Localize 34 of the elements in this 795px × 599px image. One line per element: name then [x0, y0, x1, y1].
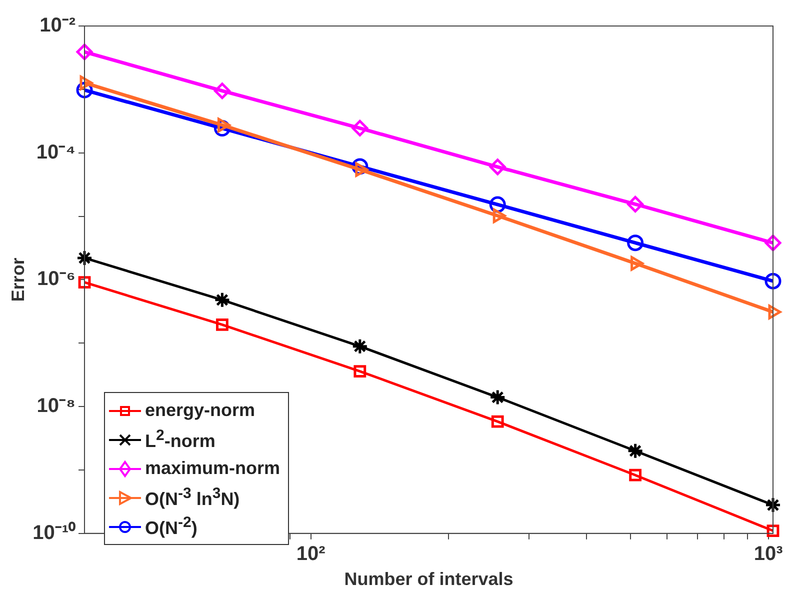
point	[214, 292, 230, 308]
y-axis-title: Error	[8, 258, 28, 302]
point	[766, 524, 780, 537]
point	[627, 442, 644, 460]
legend-label: O(N$^{-3}$ ln$^{3}$N)	[145, 485, 240, 510]
x-tick-label: 10³	[754, 542, 784, 565]
y-tick-label: 10⁻⁶	[37, 268, 76, 290]
y-tick-label: 10⁻⁸	[36, 395, 76, 418]
x-axis-title: Number of intervals	[344, 569, 514, 590]
point	[764, 234, 782, 252]
point	[216, 318, 228, 331]
point	[489, 389, 506, 406]
y-tick-label: 10⁻²	[40, 14, 76, 37]
point	[627, 234, 644, 252]
point	[489, 158, 506, 176]
point	[627, 196, 644, 212]
point	[76, 250, 93, 266]
legend-label: L$^{2}$-norm	[145, 427, 216, 452]
x-tick-label: 10²	[296, 542, 326, 565]
point	[764, 272, 782, 290]
point	[354, 365, 366, 378]
point	[214, 82, 230, 100]
legend-label: O(N$^{-2}$)	[145, 514, 198, 539]
legend-label: energy-norm	[145, 400, 256, 421]
point	[352, 120, 368, 136]
y-tick-label: 10⁻¹⁰	[32, 520, 76, 544]
y-tick-label: 10⁻⁴	[36, 141, 76, 164]
point	[491, 415, 504, 428]
legend-label: maximum-norm	[145, 458, 280, 479]
point	[352, 338, 368, 355]
point	[629, 468, 642, 482]
point	[78, 276, 91, 288]
point	[76, 44, 93, 60]
point	[764, 496, 782, 514]
